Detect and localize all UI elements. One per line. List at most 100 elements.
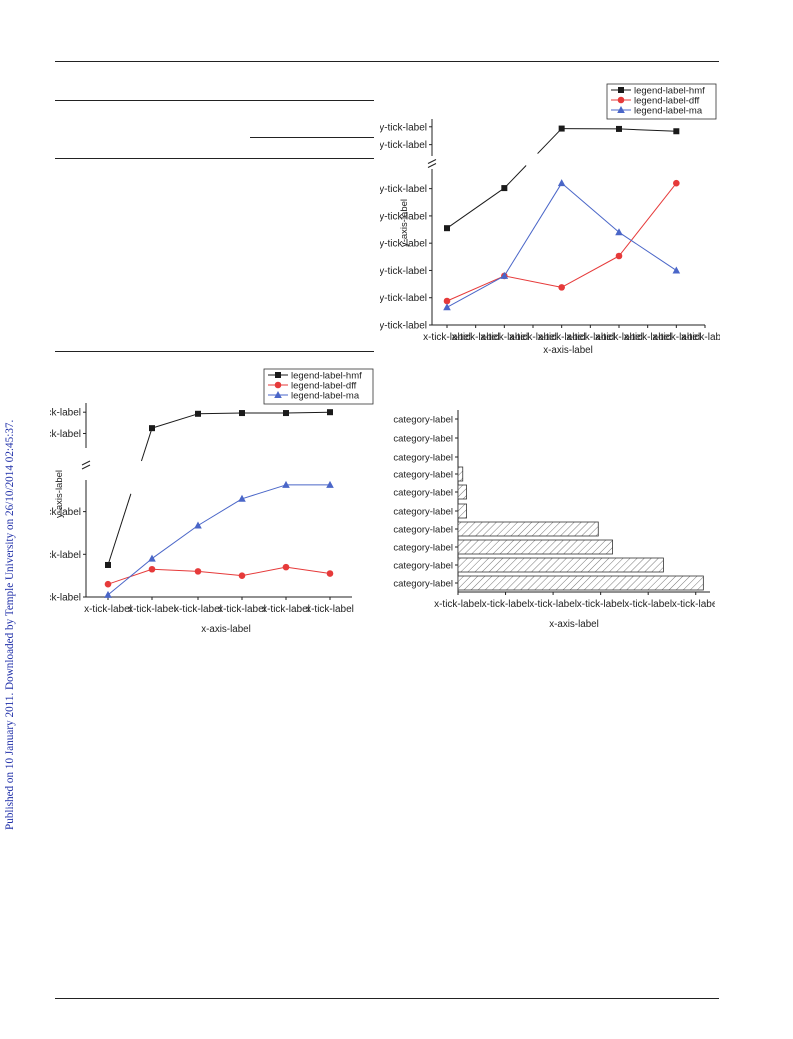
data-point-hmf — [444, 225, 450, 232]
series-line-ma — [107, 558, 153, 596]
data-point-ma — [326, 480, 334, 488]
data-point-dff — [104, 580, 112, 588]
120: x-tick-label — [624, 332, 672, 343]
MoO₂(acac)₂: category-label — [393, 470, 453, 481]
legend-marker-dff — [617, 96, 625, 104]
140: x-tick-label — [681, 332, 720, 343]
series-line-hmf — [151, 413, 199, 429]
Yield of DFF: legend-label-dff — [291, 381, 357, 392]
series-line-dff — [241, 566, 287, 577]
bottom-rule — [55, 998, 719, 999]
50: x-tick-label — [672, 599, 715, 610]
series-line-hmf — [537, 128, 563, 154]
table-rule-3 — [55, 158, 374, 159]
Yield of DFF: legend-label-dff — [634, 96, 700, 107]
legend-marker-ma — [274, 391, 282, 398]
series-line-hmf — [285, 411, 331, 414]
series-line-hmf — [446, 187, 505, 229]
data-point-ma — [282, 480, 290, 488]
legend-marker-dff — [274, 381, 282, 389]
data-point-ma — [557, 179, 566, 187]
Conversion of HMF: legend-label-hmf — [291, 371, 362, 382]
axis-break-mark — [81, 460, 91, 466]
pressure-chart: y-tick-label y-tick-label y-tick-label y-ti… — [50, 368, 374, 635]
10: x-tick-label — [482, 599, 530, 610]
series-line-dff — [151, 568, 199, 572]
1.0: x-tick-label — [262, 604, 310, 615]
Conversion of HMF: legend-label-hmf — [634, 86, 705, 97]
legend-marker-hmf — [275, 372, 281, 378]
series-line-ma — [561, 182, 620, 233]
data-point-hmf — [616, 125, 622, 132]
series-line-ma — [446, 275, 505, 308]
data-point-hmf — [239, 410, 245, 417]
10: y-tick-label — [380, 293, 427, 304]
VOSO₄: category-label — [393, 543, 453, 554]
100: y-tick-label — [50, 408, 81, 419]
Co(acac)₂: category-label — [393, 507, 453, 518]
0: x-tick-label — [434, 599, 482, 610]
catalyst-bar-chart: x-tick-label x-tick-label x-tick-label x-ti… — [393, 410, 715, 630]
data-point-dff — [282, 563, 290, 571]
mol%: y-axis-label — [54, 470, 65, 518]
table-rule-2 — [250, 137, 374, 138]
series-line-dff — [618, 182, 677, 257]
series-line-ma — [241, 484, 287, 500]
axis-break-mark — [81, 464, 91, 470]
bar — [457, 557, 664, 573]
series-line-ma — [503, 182, 563, 277]
data-point-ma — [148, 554, 156, 562]
data-point-dff — [673, 179, 680, 187]
0: y-tick-label — [380, 321, 427, 332]
series-line-dff — [446, 275, 505, 302]
data-point-ma — [500, 271, 509, 279]
data-point-ma — [672, 266, 681, 274]
series-line-hmf — [618, 128, 677, 132]
Co(OAc)₂: category-label — [393, 488, 453, 499]
series-line-dff — [285, 566, 331, 575]
data-point-hmf — [673, 128, 680, 135]
90: y-tick-label — [380, 140, 427, 151]
bar — [457, 539, 613, 555]
data-point-dff — [558, 284, 565, 291]
Reaction temperature (°C): x-axis-label — [543, 345, 593, 356]
data-point-hmf — [283, 410, 289, 417]
Yield of MA (mol%): x-axis-label — [549, 619, 599, 630]
90: x-tick-label — [538, 332, 586, 343]
data-point-dff — [443, 297, 451, 305]
40: x-tick-label — [624, 599, 672, 610]
data-point-hmf — [327, 409, 333, 416]
bar — [457, 484, 467, 500]
0: y-tick-label — [50, 593, 81, 604]
top-rule — [55, 61, 719, 62]
data-point-dff — [148, 565, 156, 573]
0.2: x-tick-label — [128, 604, 176, 615]
legend-marker-hmf — [618, 87, 624, 93]
mol%: y-axis-label — [399, 199, 410, 247]
VO(mal)₂: category-label — [393, 561, 453, 572]
axis-break-mark — [427, 159, 437, 164]
data-point-ma — [104, 590, 112, 598]
data-point-hmf — [195, 410, 201, 417]
data-point-dff — [238, 572, 246, 579]
Mn(acac)₂: category-label — [393, 453, 453, 464]
series-line-dff — [504, 275, 562, 288]
CuSO₄: category-label — [393, 434, 453, 445]
Yield of MA: legend-label-ma — [291, 391, 360, 402]
legend-marker-ma — [617, 106, 625, 113]
series-line-hmf — [140, 428, 153, 462]
series-line-ma — [151, 525, 199, 559]
series-line-hmf — [503, 165, 527, 189]
data-point-ma — [238, 494, 246, 502]
table-rule-4 — [55, 351, 374, 352]
data-point-dff — [326, 570, 334, 577]
bar — [457, 575, 704, 591]
data-point-hmf — [149, 425, 155, 432]
VO(pic)₂: category-label — [393, 525, 453, 536]
110: x-tick-label — [595, 332, 643, 343]
FeSO₄: category-label — [393, 415, 453, 426]
Yield of MA: legend-label-ma — [634, 106, 703, 117]
30: y-tick-label — [380, 239, 427, 250]
0.1: x-tick-label — [84, 604, 132, 615]
data-point-dff — [615, 252, 623, 260]
